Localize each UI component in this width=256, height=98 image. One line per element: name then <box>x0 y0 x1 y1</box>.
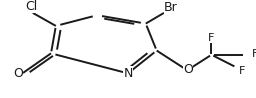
Text: F: F <box>239 66 245 77</box>
Text: F: F <box>208 33 215 43</box>
Text: Br: Br <box>164 1 178 14</box>
Text: N: N <box>123 67 133 80</box>
Text: O: O <box>13 67 23 80</box>
Text: Cl: Cl <box>25 0 38 13</box>
Text: O: O <box>183 63 193 76</box>
Text: F: F <box>252 49 256 59</box>
